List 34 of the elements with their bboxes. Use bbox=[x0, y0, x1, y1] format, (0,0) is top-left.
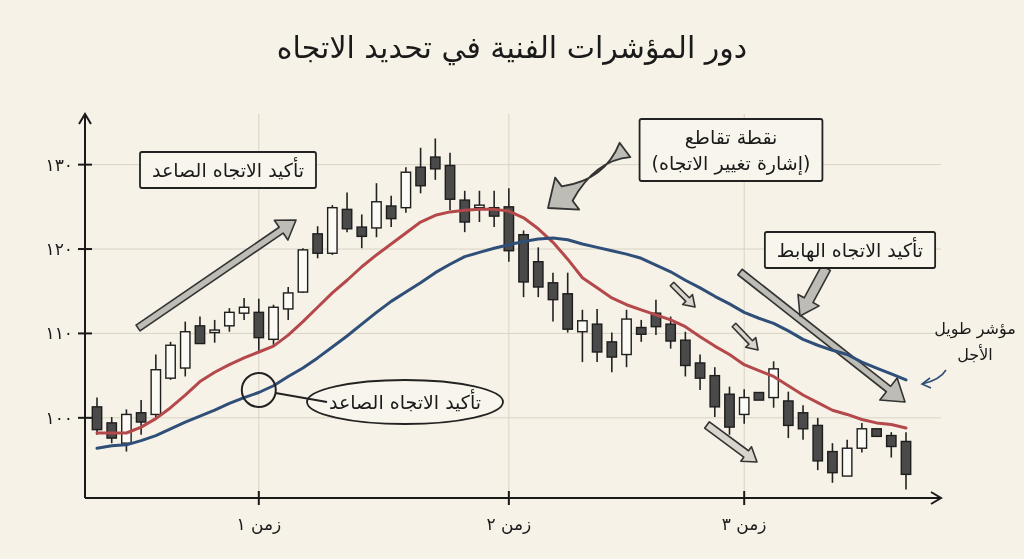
annotation: تأكيد الاتجاه الهابط bbox=[776, 237, 924, 262]
annotation: نقطة تقاطع (إشارة تغيير الاتجاه) bbox=[638, 118, 824, 182]
candlestick bbox=[385, 195, 397, 228]
candlestick bbox=[135, 399, 147, 436]
annotation: تأكيد الاتجاه الصاعد bbox=[139, 151, 317, 189]
candlestick bbox=[547, 271, 559, 323]
candlestick bbox=[238, 297, 250, 321]
annotation: نقطة تقاطع (إشارة تغيير الاتجاه) bbox=[651, 126, 811, 176]
candlestick bbox=[341, 191, 353, 233]
candlestick bbox=[474, 190, 485, 223]
candlestick bbox=[797, 404, 809, 441]
candlestick bbox=[827, 442, 838, 484]
candlestick bbox=[856, 422, 868, 454]
candlestick bbox=[694, 353, 706, 391]
candlestick bbox=[885, 431, 897, 459]
title: دور المؤشرات الفنية في تحديد الاتجاه bbox=[276, 30, 748, 65]
candlestick bbox=[738, 388, 750, 425]
annotation: تأكيد الاتجاه الصاعد bbox=[306, 379, 504, 425]
annotation: تأكيد الاتجاه الصاعد bbox=[152, 157, 304, 181]
candlestick bbox=[223, 307, 235, 333]
candlestick bbox=[282, 286, 294, 321]
candlestick bbox=[194, 315, 206, 345]
annotation: تأكيد الاتجاه الصاعد bbox=[329, 389, 481, 413]
candlestick bbox=[209, 319, 221, 344]
candlestick bbox=[606, 331, 618, 374]
candlestick bbox=[429, 137, 441, 181]
candlestick bbox=[635, 319, 647, 343]
annotation: مؤشر طويل الأجل bbox=[934, 319, 1016, 364]
candlestick bbox=[356, 213, 368, 249]
annotation: تأكيد الاتجاه الهابط bbox=[763, 231, 937, 269]
candlestick bbox=[665, 315, 677, 350]
candlestick bbox=[415, 146, 426, 195]
candlestick bbox=[577, 309, 588, 363]
candlestick bbox=[312, 225, 324, 260]
